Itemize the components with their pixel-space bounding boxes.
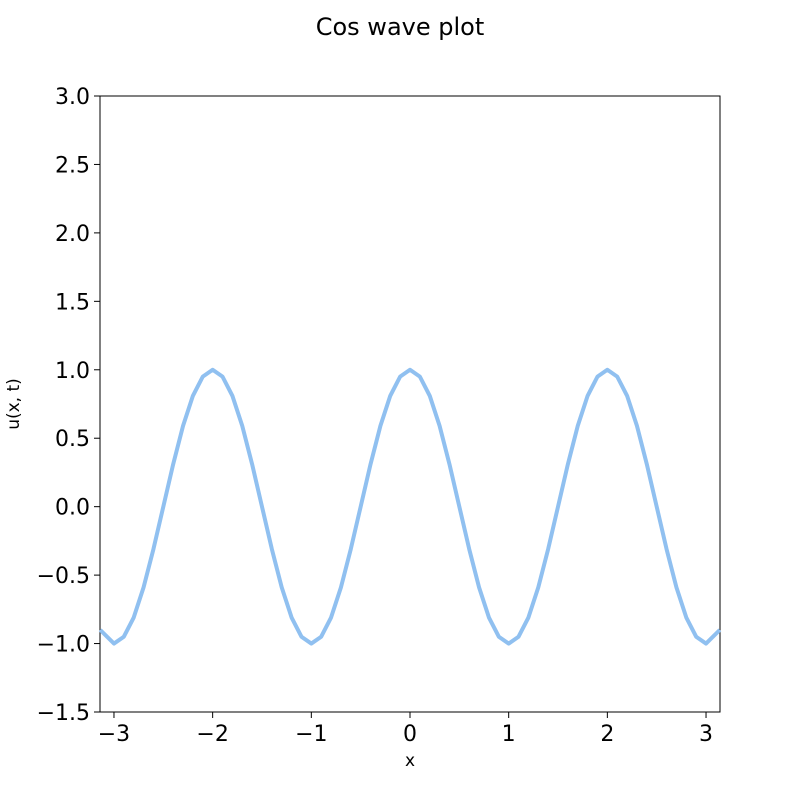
y-tick-label: 2.5 — [55, 153, 90, 178]
plot-frame — [99, 95, 721, 713]
y-tick-label: −1.0 — [37, 633, 90, 658]
x-tick-label: 2 — [600, 722, 614, 747]
x-tick-label: −2 — [196, 722, 228, 747]
y-tick-label: 1.0 — [55, 359, 90, 384]
x-tick-label: 0 — [403, 722, 417, 747]
y-tick-label: −1.5 — [37, 701, 90, 726]
y-tick-label: 1.5 — [55, 290, 90, 315]
y-tick-label: 2.0 — [55, 222, 90, 247]
x-tick-label: 3 — [699, 722, 713, 747]
y-tick-label: 3.0 — [55, 85, 90, 110]
chart-title: Cos wave plot — [316, 13, 485, 41]
plot-area: −3 −2 −1 0 1 2 3 −1.5 −1.0 −0.5 0.0 0.5 1.0 1.5 2.0 2.… — [37, 85, 722, 747]
y-tick-label: 0.5 — [55, 427, 90, 452]
x-tick-label: −3 — [98, 722, 130, 747]
y-axis: −1.5 −1.0 −0.5 0.0 0.5 1.0 1.5 2.0 2.5 3.0 — [37, 85, 100, 726]
y-tick-label: 0.0 — [55, 496, 90, 521]
y-tick-label: −0.5 — [37, 564, 90, 589]
x-axis-label: x — [405, 751, 415, 771]
x-axis: −3 −2 −1 0 1 2 3 — [98, 712, 713, 747]
x-tick-label: −1 — [295, 722, 327, 747]
y-axis-label: u(x, t) — [4, 378, 24, 430]
series-layer — [98, 367, 722, 646]
series-line — [98, 367, 722, 646]
x-tick-label: 1 — [502, 722, 516, 747]
